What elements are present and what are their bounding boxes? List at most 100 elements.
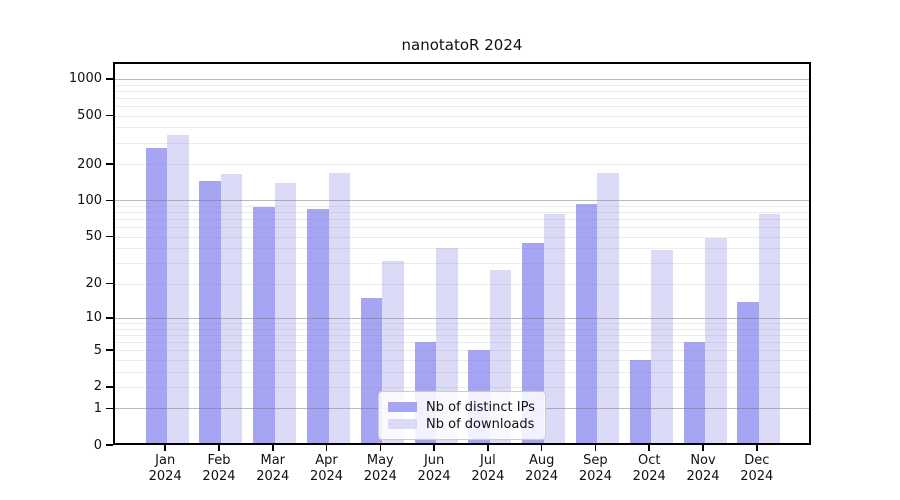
bar-ips-mar — [253, 207, 275, 443]
bar-downloads-sep — [597, 172, 619, 443]
gridline-minor-6 — [115, 341, 809, 343]
x-tick-label-may: May 2024 — [363, 453, 397, 484]
y-tick-label-1: 1 — [93, 400, 102, 416]
y-tick-label-200: 200 — [77, 156, 102, 172]
x-tick-label-mar: Mar 2024 — [256, 453, 290, 484]
y-tick-label-500: 500 — [77, 108, 102, 124]
gridline-major-1000 — [115, 78, 809, 80]
legend: Nb of distinct IPs Nb of downloads — [378, 391, 546, 440]
y-tick-mark-0 — [106, 444, 113, 446]
bar-ips-apr — [307, 209, 329, 443]
x-tick-mark-sep — [594, 445, 597, 451]
y-tick-mark-500 — [106, 114, 113, 117]
gridline-minor-60 — [115, 227, 809, 229]
gridline-minor-800 — [115, 90, 809, 92]
x-tick-mark-jun — [433, 445, 435, 451]
gridline-minor-70 — [115, 219, 809, 221]
x-tick-mark-mar — [272, 445, 274, 451]
y-tick-label-10: 10 — [85, 310, 102, 326]
bar-downloads-jan — [167, 135, 189, 443]
bar-downloads-nov — [705, 237, 727, 443]
bar-downloads-feb — [220, 173, 243, 443]
legend-label-downloads: Nb of downloads — [426, 416, 535, 432]
chart-title: nanotatoR 2024 — [401, 36, 523, 54]
y-tick-mark-1000 — [106, 78, 113, 80]
gridline-minor-40 — [115, 248, 809, 250]
bar-ips-jan — [145, 148, 168, 443]
gridline-minor-300 — [115, 142, 809, 144]
bar-ips-dec — [737, 301, 759, 443]
x-tick-mark-may — [379, 445, 382, 451]
gridline-minor-2 — [115, 386, 809, 388]
y-tick-label-100: 100 — [77, 192, 102, 208]
legend-row-downloads: Nb of downloads — [388, 416, 536, 432]
y-tick-label-2: 2 — [93, 379, 102, 395]
legend-row-distinct-ips: Nb of distinct IPs — [388, 399, 536, 415]
y-tick-label-5: 5 — [93, 342, 102, 358]
gridline-minor-900 — [115, 84, 809, 86]
x-tick-mark-dec — [756, 445, 758, 451]
gridline-minor-4 — [115, 359, 809, 361]
x-tick-mark-nov — [702, 445, 704, 451]
gridline-minor-500 — [115, 115, 809, 117]
bar-ips-feb — [199, 180, 221, 443]
y-tick-label-1000: 1000 — [68, 71, 102, 87]
bar-ips-sep — [575, 203, 598, 443]
bar-downloads-oct — [651, 249, 673, 443]
gridline-major-10 — [115, 317, 809, 319]
x-tick-label-feb: Feb 2024 — [202, 453, 236, 484]
bar-downloads-dec — [758, 213, 781, 443]
x-tick-label-nov: Nov 2024 — [686, 453, 720, 484]
x-tick-mark-oct — [648, 445, 650, 451]
y-tick-mark-1 — [106, 407, 113, 410]
x-tick-label-jul: Jul 2024 — [471, 453, 505, 484]
y-tick-mark-200 — [106, 163, 113, 165]
gridline-minor-7 — [115, 334, 809, 336]
x-tick-label-jun: Jun 2024 — [417, 453, 451, 484]
gridline-minor-80 — [115, 212, 809, 214]
y-tick-mark-100 — [106, 199, 113, 202]
gridline-minor-20 — [115, 283, 809, 285]
gridline-major-100 — [115, 200, 809, 202]
gridline-minor-9 — [115, 323, 809, 324]
gridline-minor-600 — [115, 105, 809, 107]
x-tick-mark-feb — [218, 445, 220, 451]
gridline-minor-5 — [115, 350, 809, 352]
bar-downloads-apr — [328, 173, 351, 443]
y-tick-mark-5 — [106, 349, 113, 351]
plot-area — [113, 62, 811, 445]
x-tick-label-aug: Aug 2024 — [525, 453, 559, 484]
x-tick-mark-apr — [325, 445, 328, 451]
x-tick-label-sep: Sep 2024 — [578, 453, 612, 484]
x-tick-label-oct: Oct 2024 — [632, 453, 666, 484]
legend-swatch-distinct-ips — [388, 402, 417, 412]
gridline-minor-700 — [115, 97, 809, 99]
y-tick-mark-20 — [106, 282, 113, 285]
y-tick-label-0: 0 — [93, 437, 102, 453]
y-tick-mark-50 — [106, 235, 113, 238]
x-tick-mark-jul — [487, 445, 489, 451]
gridline-minor-50 — [115, 236, 809, 238]
gridline-minor-30 — [115, 263, 809, 265]
gridline-minor-90 — [115, 205, 809, 207]
bar-ips-may — [360, 298, 383, 443]
bar-ips-nov — [683, 341, 705, 443]
bar-downloads-mar — [274, 182, 297, 443]
legend-swatch-downloads — [388, 419, 417, 429]
legend-label-distinct-ips: Nb of distinct IPs — [426, 399, 535, 415]
gridline-minor-400 — [115, 127, 809, 129]
x-tick-label-apr: Apr 2024 — [309, 453, 344, 484]
gridline-minor-8 — [115, 328, 809, 330]
x-tick-label-jan: Jan 2024 — [148, 453, 182, 484]
y-tick-mark-2 — [106, 386, 113, 388]
x-tick-label-dec: Dec 2024 — [740, 453, 774, 484]
x-tick-mark-jan — [164, 445, 166, 451]
gridline-minor-3 — [115, 371, 809, 373]
y-tick-mark-10 — [106, 317, 113, 319]
gridline-minor-200 — [115, 164, 809, 165]
x-tick-mark-aug — [540, 445, 543, 451]
bar-downloads-aug — [543, 213, 566, 443]
bar-ips-oct — [629, 359, 652, 443]
y-tick-label-20: 20 — [85, 276, 102, 292]
